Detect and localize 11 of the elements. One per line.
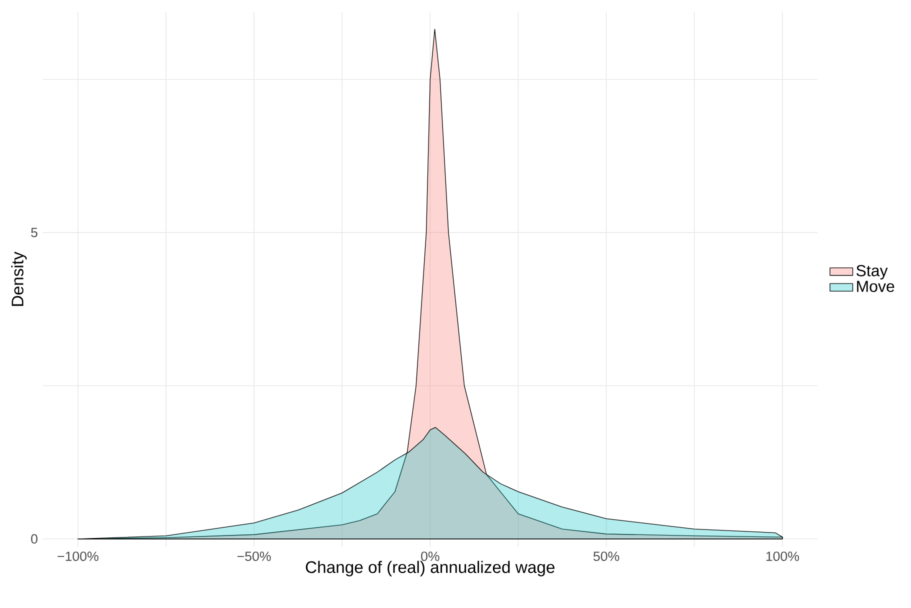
y-tick-label: 0 (31, 534, 38, 544)
legend-label: Stay (856, 264, 888, 280)
x-axis-title: Change of (real) annualized wage (306, 560, 554, 576)
y-axis-title: Density (11, 252, 27, 306)
x-tick-label: −100% (58, 551, 98, 561)
x-tick-label: −50% (237, 551, 271, 561)
x-tick-label: 100% (766, 551, 799, 561)
x-tick-label: 0% (421, 551, 440, 561)
y-tick-label: 5 (31, 228, 38, 238)
legend-label: Move (857, 280, 894, 292)
x-tick-label: 50% (593, 551, 620, 561)
